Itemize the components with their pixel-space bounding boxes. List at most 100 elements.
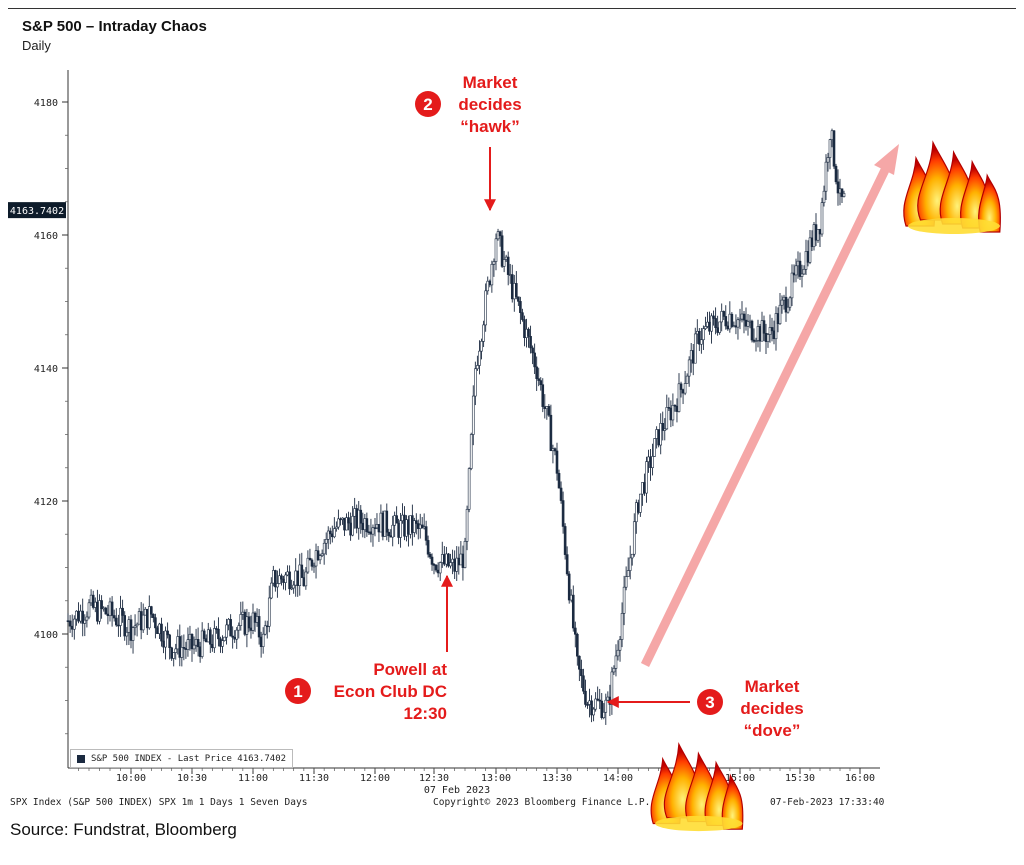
candle-body [202,630,206,639]
candle-body [85,616,89,621]
candle-body [521,312,524,320]
candle-body [337,518,340,528]
date-label: 07 Feb 2023 [424,785,490,796]
candle-body [355,508,359,529]
candle-body [679,383,683,390]
candle-body [341,517,344,520]
candle-body [476,365,479,370]
candle-body [156,627,159,634]
candle-body [188,633,192,640]
candle-body [314,550,318,567]
candle-body [616,649,620,657]
chart-title: S&P 500 – Intraday Chaos [22,18,207,35]
candle-body [486,280,490,292]
candle-body [722,311,726,317]
candle-body [276,583,279,588]
candle-body [584,690,587,705]
candle-body [145,608,149,629]
candle-body [70,625,74,630]
candle-body [842,193,846,197]
candle-body [166,630,169,636]
candle-body [318,555,322,561]
candle-body [365,518,369,533]
candle-body [257,616,261,638]
candle-body [580,668,583,677]
fire-flame [721,773,744,830]
candle-body [211,643,214,649]
annotation-1-text: 12:30 [404,704,447,723]
candle-body [632,521,636,555]
y-tick-label: 4160 [34,231,58,242]
candle-body [110,601,114,616]
candle-body [665,407,669,430]
candle-body [671,404,675,421]
candle-body [641,482,644,495]
candle-body [310,559,314,567]
candle-body [610,671,614,705]
trend-arrow-shaft [640,168,890,667]
candle-body [121,607,124,616]
candle-body [302,577,306,587]
candle-body [75,610,78,620]
chart-legend: S&P 500 INDEX - Last Price 4163.7402 [70,749,294,768]
candle-body [840,188,844,197]
candle-body [288,571,291,590]
candle-body [557,473,561,489]
last-price-tag [8,202,66,219]
candle-body [231,635,234,638]
candle-body [604,699,608,713]
candle-body [663,428,667,431]
candle-body [563,526,567,555]
candle-body [261,633,265,647]
candle-body [492,261,496,265]
candle-body [192,644,196,650]
candle-body [335,526,338,529]
candle-body [204,638,208,643]
candle-body [677,383,681,412]
candle-body [143,608,147,616]
candle-body [333,528,336,538]
candle-body [182,647,186,649]
candle-body [545,406,549,410]
candle-body [661,423,665,431]
candle-body [832,130,836,167]
candle-body [263,625,267,635]
candle-body [300,564,304,578]
y-tick-label: 4120 [34,497,58,508]
annotation-3-text: Market [745,677,800,696]
candle-body [89,594,93,604]
candle-body [133,625,137,628]
candle-body [438,562,442,574]
candle-body [434,564,438,571]
candle-body [233,636,236,640]
annotation-2-badge [415,91,441,117]
candle-body [255,616,259,623]
candle-body [669,407,673,421]
candle-body [510,274,514,300]
candle-body [436,569,440,574]
x-tick-label: 16:00 [845,773,875,784]
candle-body [569,594,573,601]
candle-body [219,638,222,647]
candle-body [217,628,220,640]
candle-body [363,518,367,531]
candle-body [200,630,204,657]
annotation-1-badge [285,678,311,704]
candle-body [706,321,709,327]
candle-body [612,668,616,673]
fire-icon [903,140,1001,234]
annotation-2-text: “hawk” [460,117,520,136]
y-tick-label: 4100 [34,630,58,641]
annotation-3-text: “dove” [744,721,801,740]
candle-body [343,517,346,531]
candle-body [512,283,516,300]
candle-body [424,526,428,541]
candle-body [498,231,502,237]
candle-body [488,280,492,286]
y-tick-label: 4140 [34,364,58,375]
candle-body [816,229,820,241]
candle-body [174,648,178,653]
candle-body [630,553,634,559]
candle-body [137,611,141,625]
candle-body [712,315,715,319]
